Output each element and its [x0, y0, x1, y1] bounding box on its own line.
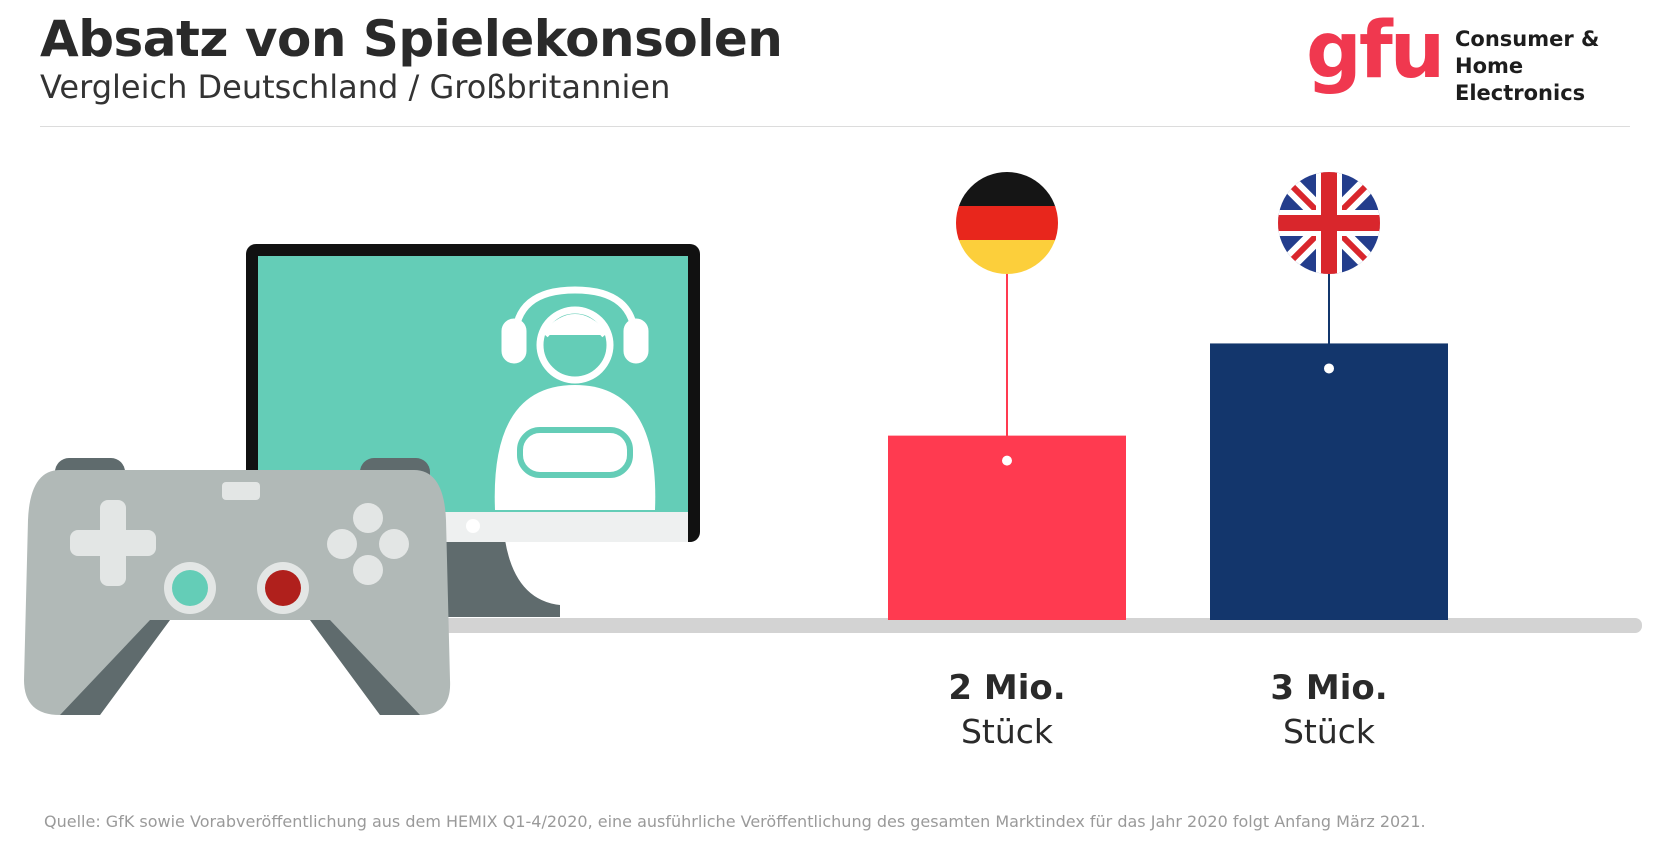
logo-tagline: Consumer & Home Electronics — [1455, 26, 1654, 107]
bar-unit-label: Stück — [960, 712, 1054, 751]
baseline — [420, 618, 1642, 633]
gamepad-illustration — [24, 458, 451, 715]
gfu-logo: gfu — [1306, 6, 1445, 96]
logo-line-1: Consumer & — [1455, 27, 1600, 51]
germany-flag-icon — [956, 172, 1058, 274]
bar-unit-label: Stück — [1282, 712, 1376, 751]
bar-value-label: 3 Mio. — [1270, 668, 1388, 708]
monitor-illustration — [246, 244, 700, 617]
gamer-icon — [494, 286, 656, 510]
uk-flag-icon — [1278, 172, 1380, 274]
page-title: Absatz von Spielekonsolen — [40, 10, 783, 68]
flag-pin-dot — [1000, 453, 1014, 468]
logo-line-2: Home Electronics — [1455, 54, 1586, 105]
header-divider — [40, 126, 1630, 127]
flag-pin-dot — [1322, 361, 1336, 376]
bar-großbritannien — [1210, 343, 1448, 620]
bar-value-label: 2 Mio. — [948, 668, 1066, 708]
page-subtitle: Vergleich Deutschland / Großbritannien — [40, 68, 671, 106]
source-footnote: Quelle: GfK sowie Vorabveröffentlichung … — [44, 812, 1426, 831]
